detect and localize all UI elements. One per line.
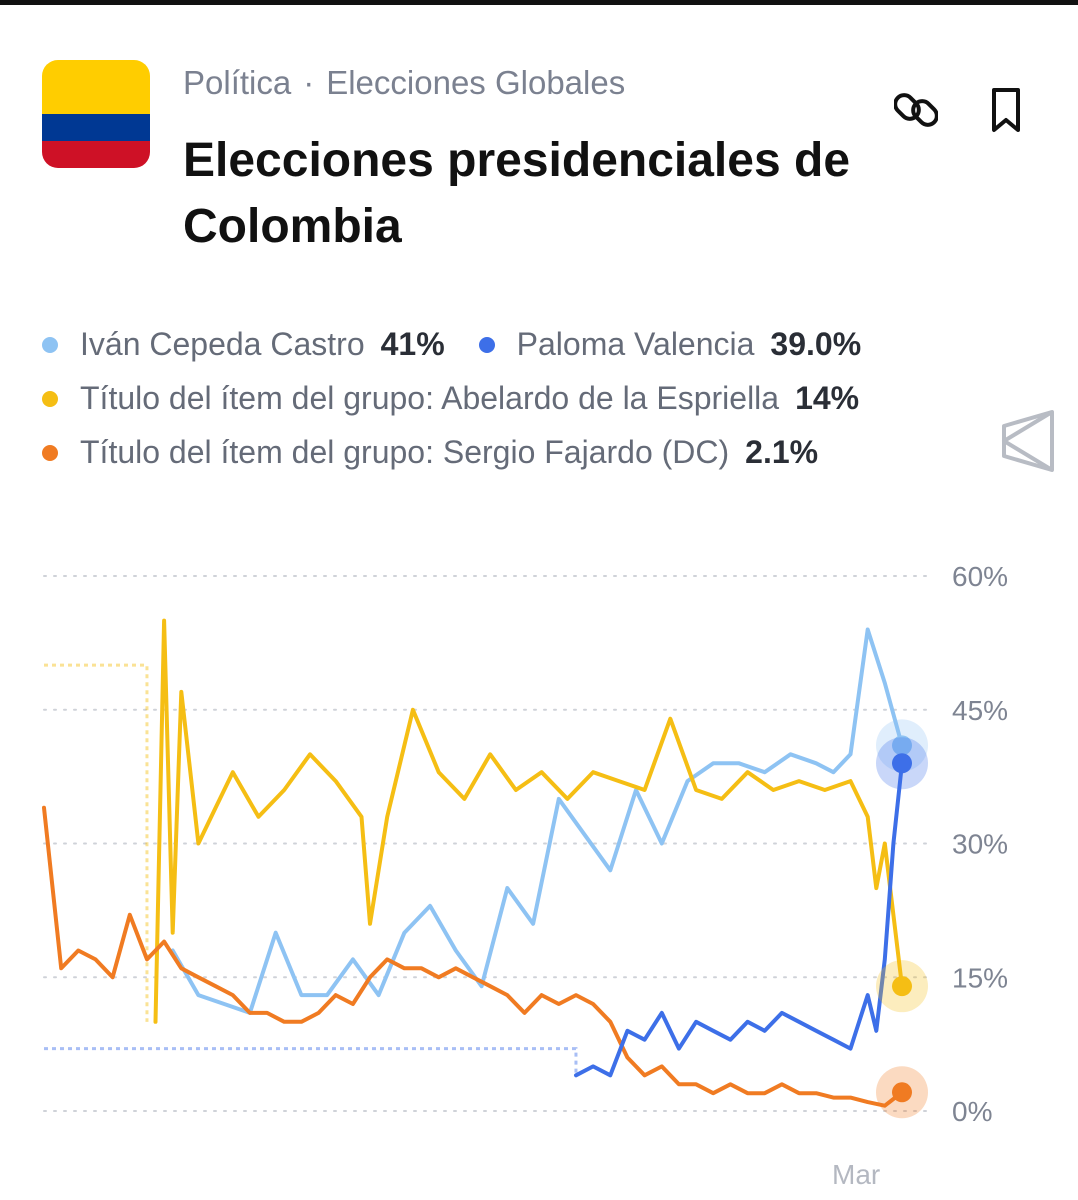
legend-dot-valencia bbox=[478, 336, 495, 353]
y-tick-label: 15% bbox=[952, 962, 1008, 993]
line-chart: 60% 45% 30% 15% 0% Mar bbox=[42, 561, 1008, 1190]
legend-item-fajardo[interactable]: Título del ítem del grupo: Sergio Fajard… bbox=[42, 434, 818, 471]
legend-row-1: Iván Cepeda Castro 41% Paloma Valencia 3… bbox=[42, 326, 895, 363]
endpoint-dot-cepeda[interactable] bbox=[892, 735, 912, 756]
series-line-fajardo bbox=[42, 805, 904, 1108]
legend-label-fajardo: Título del ítem del grupo: Sergio Fajard… bbox=[80, 434, 730, 470]
legend-value-cepeda: 41% bbox=[380, 326, 445, 362]
y-tick-label: 30% bbox=[952, 829, 1008, 860]
bookmark-icon bbox=[992, 88, 1020, 132]
breadcrumb: Política · Elecciones Globales bbox=[183, 64, 625, 102]
reference-line-valencia bbox=[44, 1047, 578, 1076]
polymarket-logo-icon bbox=[1002, 410, 1054, 472]
legend-item-valencia[interactable]: Paloma Valencia 39.0% bbox=[478, 326, 862, 363]
endpoint-dot-espriella[interactable] bbox=[892, 976, 912, 997]
series-line-cepeda bbox=[170, 627, 904, 1015]
bookmark-button[interactable] bbox=[978, 82, 1034, 138]
legend-item-cepeda[interactable]: Iván Cepeda Castro 41% bbox=[42, 326, 445, 363]
legend-row-2: Título del ítem del grupo: Abelardo de l… bbox=[42, 380, 893, 417]
breadcrumb-category[interactable]: Política bbox=[183, 64, 292, 101]
legend-value-fajardo: 2.1% bbox=[745, 434, 819, 470]
legend-dot-fajardo bbox=[42, 444, 58, 461]
endpoint-dot-fajardo[interactable] bbox=[892, 1082, 912, 1103]
legend-label-valencia: Paloma Valencia bbox=[516, 326, 755, 362]
page-title: Elecciones presidenciales de Colombia bbox=[183, 134, 851, 253]
series-line-espriella bbox=[153, 618, 904, 1024]
top-border bbox=[0, 0, 1078, 5]
reference-line-espriella bbox=[44, 663, 149, 1022]
breadcrumb-subcategory[interactable]: Elecciones Globales bbox=[326, 64, 626, 101]
colombia-flag-icon bbox=[42, 60, 150, 168]
breadcrumb-separator: · bbox=[303, 64, 315, 101]
legend-value-valencia: 39.0% bbox=[770, 326, 862, 362]
legend-value-espriella: 14% bbox=[795, 380, 860, 416]
y-tick-label: 0% bbox=[952, 1096, 992, 1127]
legend-row-3: Título del ítem del grupo: Sergio Fajard… bbox=[42, 434, 852, 471]
legend-item-espriella[interactable]: Título del ítem del grupo: Abelardo de l… bbox=[42, 380, 859, 417]
legend-dot-cepeda bbox=[42, 336, 58, 353]
endpoint-dot-valencia[interactable] bbox=[892, 753, 912, 774]
legend-label-cepeda: Iván Cepeda Castro bbox=[80, 326, 365, 362]
legend-label-espriella: Título del ítem del grupo: Abelardo de l… bbox=[80, 380, 780, 416]
y-tick-label: 60% bbox=[952, 561, 1008, 592]
series-line-valencia bbox=[574, 761, 904, 1078]
y-tick-label: 45% bbox=[952, 695, 1008, 726]
link-icon bbox=[894, 93, 938, 127]
legend-dot-espriella bbox=[42, 390, 58, 407]
x-tick-label: Mar bbox=[832, 1159, 880, 1190]
share-link-button[interactable] bbox=[888, 82, 944, 138]
